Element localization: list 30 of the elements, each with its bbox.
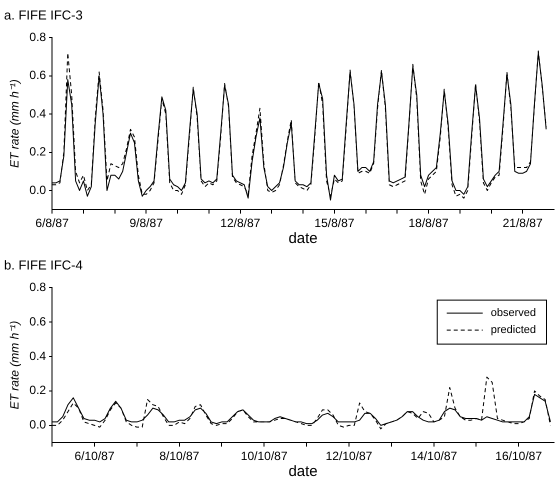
y-tick-label: 0.0 bbox=[29, 418, 46, 432]
y-tick-label: 0.2 bbox=[29, 383, 46, 398]
y-axis-title: ET rate (mm h⁻¹) bbox=[8, 320, 22, 410]
x-tick-label: 10/10/87 bbox=[240, 449, 288, 464]
y-tick-label: 0.8 bbox=[29, 30, 46, 44]
legend-label: observed bbox=[490, 307, 536, 320]
x-tick-label: 6/10/87 bbox=[74, 449, 115, 464]
y-tick-label: 0.4 bbox=[29, 106, 46, 120]
y-axis-title: ET rate (mm h⁻¹) bbox=[8, 79, 22, 168]
x-tick-label: 16/10/87 bbox=[495, 449, 542, 464]
x-tick-label: 9/8/87 bbox=[130, 216, 164, 230]
x-tick-label: 14/10/87 bbox=[410, 449, 458, 464]
y-tick-label: 0.6 bbox=[29, 314, 46, 328]
x-tick-label: 12/8/87 bbox=[220, 216, 261, 230]
y-tick-label: 0.6 bbox=[29, 68, 46, 82]
y-tick-label: 0.4 bbox=[29, 348, 46, 363]
x-tick-label: 15/8/87 bbox=[314, 216, 355, 230]
x-tick-label: 12/10/87 bbox=[326, 449, 373, 464]
x-tick-label: 21/8/87 bbox=[502, 216, 543, 230]
chart-title: a. FIFE IFC-3 bbox=[4, 7, 83, 22]
x-axis-title: date bbox=[288, 463, 318, 480]
x-tick-label: 18/8/87 bbox=[408, 216, 449, 230]
legend-label: predicted bbox=[490, 324, 536, 336]
y-tick-label: 0.8 bbox=[29, 280, 46, 294]
x-tick-label: 6/8/87 bbox=[35, 216, 70, 230]
y-tick-label: 0.0 bbox=[29, 182, 46, 197]
y-tick-label: 0.2 bbox=[29, 144, 46, 159]
x-tick-label: 8/10/87 bbox=[159, 449, 200, 464]
x-axis-title: date bbox=[288, 230, 318, 248]
chart-title: b. FIFE IFC-4 bbox=[4, 257, 83, 272]
